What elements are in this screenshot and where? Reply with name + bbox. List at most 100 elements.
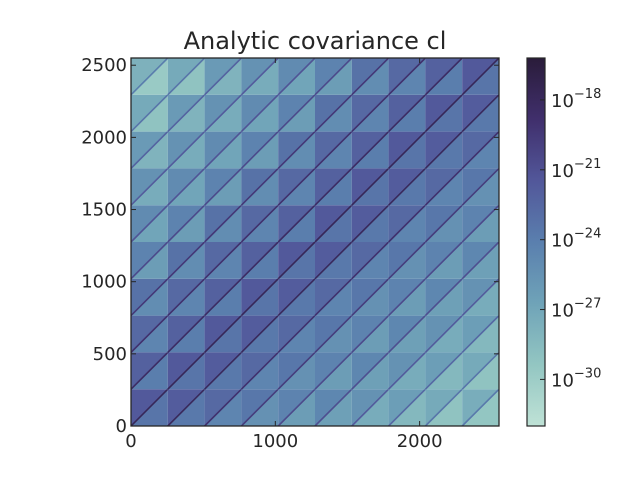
block-diagonal: [424, 315, 463, 353]
heatmap-block: [314, 278, 353, 317]
block-diagonal: [314, 204, 353, 243]
heatmap-block: [314, 204, 353, 243]
block-diagonal: [314, 167, 353, 206]
colorbar-axis: 10−18 10−21 10−24 10−27 10−30: [540, 87, 601, 391]
block-diagonal: [314, 131, 353, 169]
heatmap-block: [204, 278, 242, 317]
heatmap-block: [351, 315, 390, 353]
block-diagonal: [351, 204, 390, 243]
heatmap-block: [388, 131, 426, 169]
heatmap-block: [167, 241, 206, 280]
heatmap-block: [461, 167, 499, 206]
y-tick-label: 500: [93, 344, 127, 365]
heatmap-block: [424, 388, 463, 426]
block-diagonal: [314, 241, 353, 280]
block-diagonal: [351, 351, 390, 390]
block-diagonal: [388, 131, 426, 169]
heatmap-block: [167, 131, 206, 169]
heatmap-block: [388, 58, 426, 96]
heatmap-block: [351, 167, 390, 206]
block-diagonal: [351, 58, 390, 96]
heatmap-block: [167, 204, 206, 243]
heatmap-block: [131, 58, 169, 96]
x-axis: 0 1000 2000: [125, 58, 443, 452]
block-diagonal: [131, 315, 169, 353]
heatmap-block: [461, 315, 499, 353]
heatmap-block: [204, 351, 242, 390]
block-diagonal: [388, 351, 426, 390]
heatmap-block: [461, 204, 499, 243]
block-diagonal: [240, 351, 279, 390]
heatmap-block: [277, 167, 316, 206]
block-diagonal: [240, 278, 279, 317]
heatmap-block: [351, 131, 390, 169]
block-diagonal: [204, 94, 242, 133]
colorbar-tick-label: 10−27: [551, 297, 601, 322]
heatmap-block: [314, 131, 353, 169]
block-diagonal: [351, 94, 390, 133]
heatmap-block: [388, 241, 426, 280]
heatmap-block: [314, 315, 353, 353]
block-diagonal: [240, 58, 279, 96]
heatmap-block: [277, 241, 316, 280]
heatmap-block: [167, 167, 206, 206]
colorbar-tick-label: 10−30: [551, 366, 601, 391]
block-diagonal: [131, 241, 169, 280]
block-diagonal: [424, 167, 463, 206]
block-diagonal: [461, 315, 499, 353]
block-diagonal: [204, 388, 242, 426]
block-diagonal: [388, 388, 426, 426]
block-diagonal: [204, 204, 242, 243]
block-diagonal: [314, 94, 353, 133]
block-diagonal: [461, 351, 499, 390]
heatmap-block: [240, 241, 279, 280]
colorbar-tick-label: 10−18: [551, 87, 601, 112]
y-tick-label: 2000: [81, 127, 127, 148]
block-diagonal: [424, 94, 463, 133]
block-diagonal: [424, 131, 463, 169]
heatmap-block: [277, 94, 316, 133]
heatmap-block: [204, 167, 242, 206]
block-diagonal: [240, 241, 279, 280]
block-diagonal: [388, 58, 426, 96]
heatmap-block: [314, 58, 353, 96]
block-diagonal: [424, 278, 463, 317]
heatmap-block: [131, 131, 169, 169]
block-diagonal: [351, 388, 390, 426]
block-diagonal: [314, 58, 353, 96]
heatmap-block: [240, 167, 279, 206]
block-diagonal: [277, 241, 316, 280]
heatmap-block: [388, 167, 426, 206]
heatmap-block: [277, 351, 316, 390]
heatmap-block: [424, 167, 463, 206]
block-diagonal: [351, 131, 390, 169]
block-diagonal: [131, 94, 169, 133]
block-diagonal: [461, 388, 499, 426]
block-diagonal: [424, 58, 463, 96]
heatmap-block: [388, 94, 426, 133]
heatmap-block: [240, 351, 279, 390]
heatmap-block: [351, 204, 390, 243]
block-diagonal: [167, 204, 206, 243]
block-diagonal: [277, 388, 316, 426]
heatmap-block: [461, 131, 499, 169]
heatmap-block: [277, 315, 316, 353]
heatmap-block: [424, 351, 463, 390]
block-diagonal: [351, 167, 390, 206]
heatmap-block: [240, 204, 279, 243]
y-tick-label: 2500: [81, 55, 127, 76]
heatmap-block: [167, 388, 206, 426]
heatmap-block: [388, 351, 426, 390]
block-diagonal: [424, 351, 463, 390]
heatmap-block: [204, 58, 242, 96]
block-diagonal: [131, 58, 169, 96]
heatmap-block: [131, 351, 169, 390]
y-tick-label: 1500: [81, 200, 127, 221]
x-tick-label: 2000: [397, 431, 443, 452]
heatmap-block: [277, 278, 316, 317]
heatmap-block: [167, 94, 206, 133]
block-diagonal: [277, 58, 316, 96]
heatmap-block: [424, 131, 463, 169]
block-diagonal: [314, 315, 353, 353]
block-diagonal: [388, 241, 426, 280]
